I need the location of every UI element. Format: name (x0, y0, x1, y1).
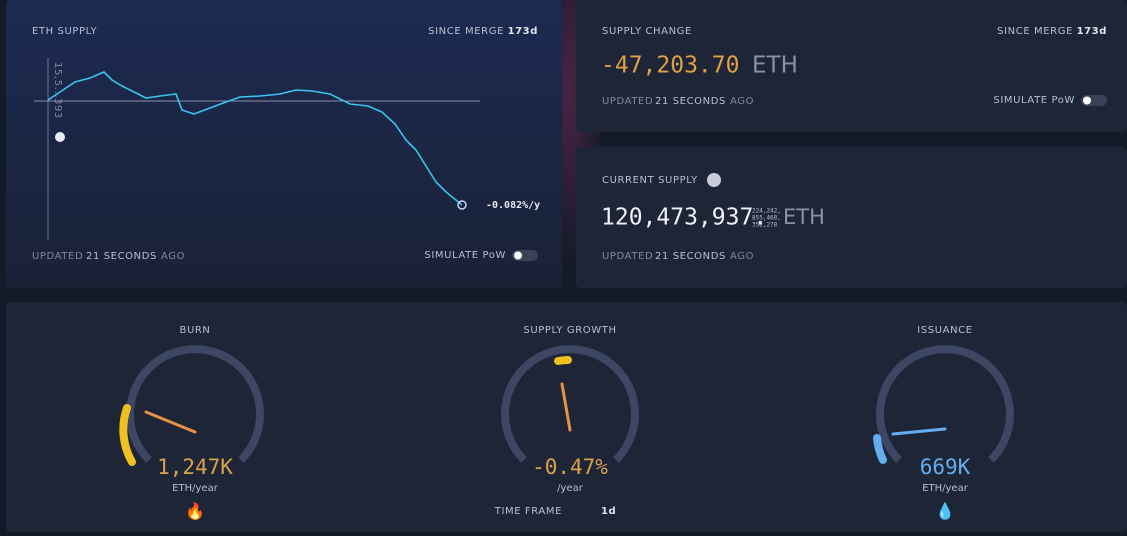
gauge-track (126, 345, 264, 463)
toggle-knob (514, 251, 522, 260)
unit: ETH (752, 53, 798, 79)
eth-icon (55, 132, 65, 142)
panel (576, 0, 1127, 132)
gauge-value: 669K (920, 455, 971, 479)
gauge-unit: ETH/year (172, 483, 219, 494)
gauge-needle (144, 410, 197, 434)
gauge: BURN 1,247K ETH/year 🔥 (119, 325, 264, 521)
time-frame-value[interactable]: 1d (601, 506, 616, 517)
gauge-title: ISSUANCE (917, 325, 972, 336)
gauge: SUPPLY GROWTH -0.47% /year TIME FRAME 1d (494, 325, 639, 517)
supply-change-value: -47,203.70 (601, 53, 739, 79)
updated-time: 21 SECONDS (655, 251, 726, 262)
panel-title: SUPPLY CHANGE (602, 26, 692, 37)
updated-time: 21 SECONDS (655, 96, 726, 107)
gauge-needle (560, 382, 572, 432)
gauge-value: 1,247K (157, 455, 233, 479)
drop-icon: 💧 (935, 502, 955, 521)
gauge-unit: ETH/year (922, 483, 969, 494)
decimal: 855,468, (752, 215, 781, 222)
since-label: SINCE MERGE (997, 26, 1073, 37)
updated-suffix: AGO (730, 251, 754, 262)
updated-prefix: UPDATED (32, 251, 83, 262)
gauge-fill (554, 356, 572, 365)
panel-title: CURRENT SUPPLY (602, 175, 698, 186)
panel (6, 0, 562, 288)
gauge: ISSUANCE 669K ETH/year 💧 (873, 325, 1014, 521)
toggle-knob (1083, 96, 1091, 105)
gauge-needle (891, 427, 947, 436)
unit: ETH (783, 205, 825, 229)
current-supply-value: 120,473,937. (601, 205, 767, 231)
end-marker (457, 200, 467, 210)
since-value: 173d (508, 26, 538, 37)
toggle-label[interactable]: SIMULATE PoW (993, 95, 1075, 106)
gauge-track (501, 345, 639, 463)
supply-line (47, 71, 463, 206)
icon (707, 173, 721, 187)
since-value: 173d (1077, 26, 1107, 37)
updated-prefix: UPDATED (602, 251, 653, 262)
since-label: SINCE MERGE (428, 26, 504, 37)
time-frame-label: TIME FRAME (494, 506, 562, 517)
decimal: 224,242, (752, 208, 781, 215)
rate: -0.082%/y (486, 200, 540, 211)
gauge-track (876, 345, 1014, 463)
gauge-title: BURN (179, 325, 210, 336)
toggle-label[interactable]: SIMULATE PoW (424, 250, 506, 261)
updated-prefix: UPDATED (602, 96, 653, 107)
axis-label: 15,5..,393 (52, 62, 63, 119)
gauge-fill (119, 404, 136, 466)
gauge-title: SUPPLY GROWTH (523, 325, 616, 336)
updated-suffix: AGO (161, 251, 185, 262)
fire-icon: 🔥 (185, 502, 205, 521)
updated-suffix: AGO (730, 96, 754, 107)
gauge-unit: /year (557, 483, 584, 494)
panel-title: ETH SUPPLY (32, 26, 97, 37)
updated-time: 21 SECONDS (86, 251, 157, 262)
gauge-value: -0.47% (532, 455, 608, 479)
gauge-fill (873, 434, 887, 464)
decimal: 352,278 (752, 222, 778, 229)
